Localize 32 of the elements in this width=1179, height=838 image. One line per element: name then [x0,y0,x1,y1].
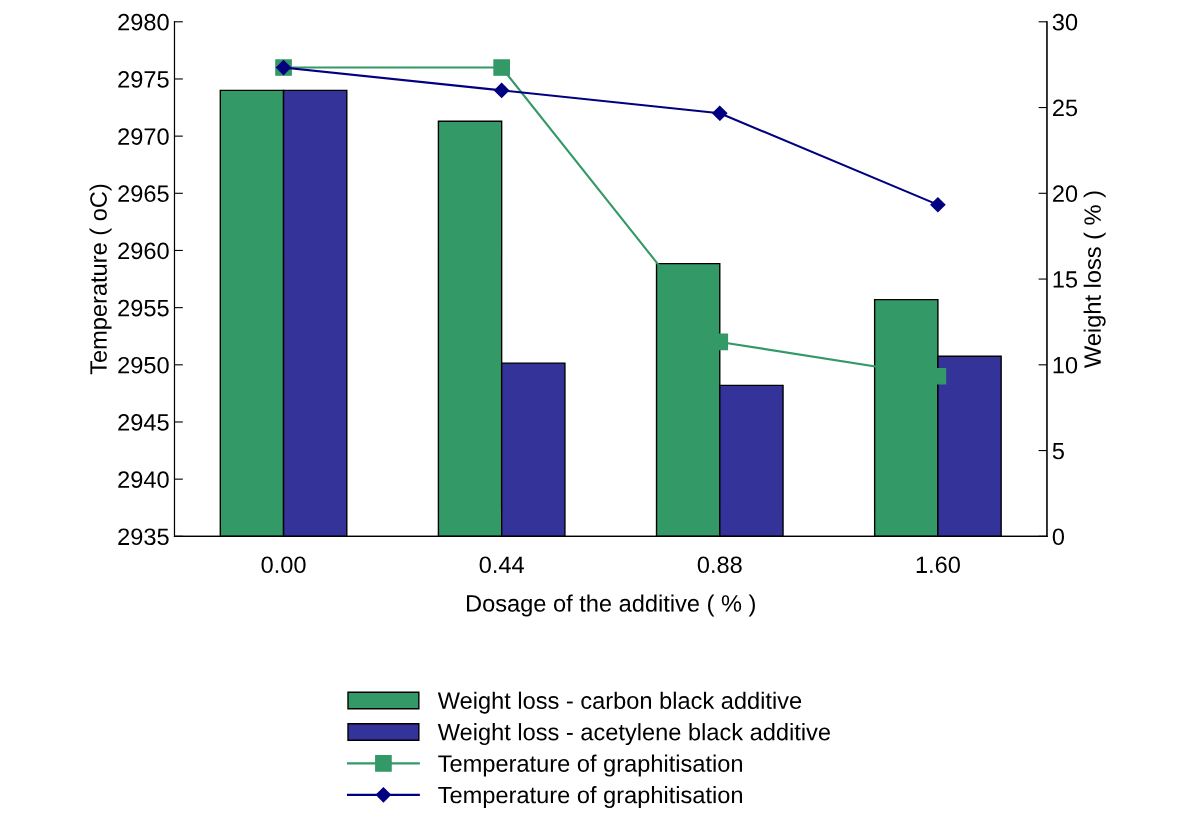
y-axis-title: Temperature ( oC) [89,184,112,375]
y2-tick-label: 15 [1053,271,1078,288]
y-tick-label: 2955 [118,299,169,317]
x-tick-label: 0.88 [697,556,742,574]
y2-tick-label: 5 [1052,442,1064,460]
legend-label: Weight loss - acetylene black additive [437,723,830,746]
y-tick-label: 2950 [118,356,169,374]
legend-label: Temperature of graphitisation [438,786,742,809]
y-tick-label: 2935 [118,528,169,546]
y2-tick-label: 25 [1053,99,1078,117]
legend-label: Weight loss - carbon black additive [437,691,802,714]
y2-tick-label: 30 [1052,13,1078,31]
x-tick-label: 1.60 [916,556,960,574]
y-tick-label: 2970 [118,128,169,145]
y2-axis-title: Weight loss ( % ) [1083,191,1106,368]
point [930,197,946,213]
y-tick-label: 2965 [118,185,169,203]
y-tick-label: 2960 [118,242,169,260]
y-tick-label: 2975 [118,71,169,88]
x-tick-label: 0.44 [479,556,524,574]
y2-tick-label: 0 [1052,528,1065,546]
legend-label: Temperature of graphitisation [438,754,742,777]
point [494,82,510,98]
y-tick-label: 2980 [118,13,169,31]
point [493,59,510,76]
y2-tick-label: 20 [1053,185,1078,203]
y-tick-label: 2940 [118,471,169,488]
x-axis-title: Dosage of the additive ( % ) [466,594,755,617]
x-tick-label: 0.00 [261,556,306,574]
y2-tick-label: 10 [1053,356,1078,374]
point [712,105,728,121]
y-tick-label: 2945 [118,414,169,431]
